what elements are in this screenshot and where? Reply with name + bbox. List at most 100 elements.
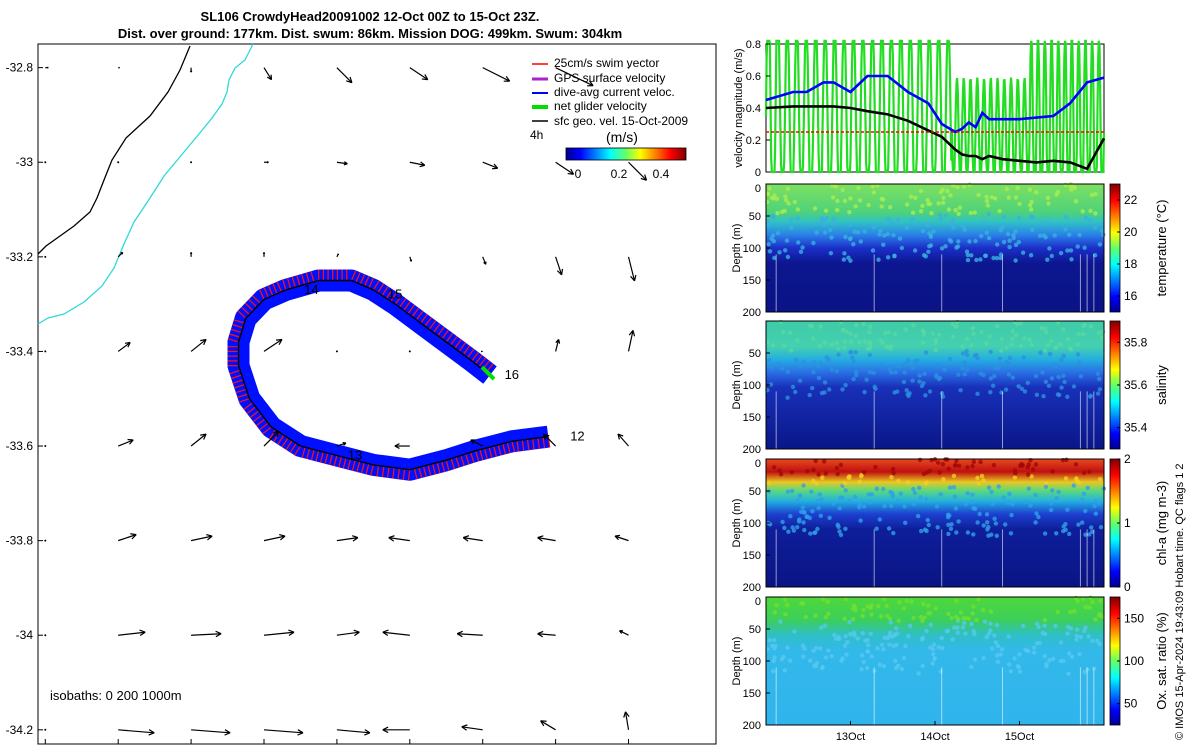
- section-speckle: [939, 246, 945, 251]
- section-speckle: [871, 225, 877, 230]
- section-speckle: [1022, 389, 1028, 394]
- section-speckle: [1018, 321, 1023, 326]
- section-speckle: [878, 228, 883, 234]
- section-speckle: [965, 491, 970, 496]
- section-speckle: [874, 486, 880, 491]
- swim-vector: [259, 422, 269, 431]
- section-speckle: [998, 255, 1003, 261]
- section-speckle: [955, 630, 960, 635]
- section-speckle: [902, 361, 908, 367]
- section-speckle: [877, 662, 882, 667]
- section-speckle: [904, 598, 909, 603]
- depth-tick-label: 200: [743, 582, 761, 594]
- section-speckle: [1007, 491, 1012, 496]
- section-speckle: [842, 616, 847, 621]
- section-speckle: [1042, 326, 1048, 331]
- depth-tick-label: 0: [755, 458, 761, 470]
- section-speckle: [1042, 623, 1047, 628]
- section-speckle: [890, 634, 895, 639]
- section-speckle: [987, 334, 992, 339]
- section-speckle: [848, 349, 853, 355]
- section-speckle: [1098, 525, 1104, 530]
- swim-vector: [516, 440, 520, 452]
- section-speckle: [765, 223, 771, 228]
- geo-vector: [617, 433, 629, 447]
- section-speckle: [938, 216, 944, 222]
- chla-field: [766, 459, 1104, 587]
- geo-vector: [463, 537, 483, 542]
- section-speckle: [1058, 250, 1064, 256]
- day-marker-label: 12: [570, 429, 584, 444]
- section-speckle: [851, 376, 856, 382]
- swim-vector: [511, 441, 516, 453]
- map-xtick-label: 152.8: [176, 748, 206, 750]
- colorbar-tick-label: 100: [1124, 654, 1144, 668]
- section-speckle: [896, 618, 901, 623]
- section-speckle: [865, 665, 870, 671]
- section-speckle: [926, 603, 931, 608]
- section-speckle: [975, 520, 980, 525]
- section-speckle: [985, 520, 990, 525]
- swim-vector: [243, 402, 253, 410]
- section-speckle: [1027, 337, 1032, 342]
- section-speckle: [771, 669, 776, 674]
- section-speckle: [819, 625, 824, 630]
- section-speckle: [885, 255, 891, 260]
- section-speckle: [816, 472, 821, 477]
- section-speckle: [845, 640, 850, 645]
- swim-vector: [319, 451, 324, 463]
- geo-vector: [624, 711, 630, 730]
- section-speckle: [795, 498, 800, 503]
- section-speckle: [828, 251, 834, 256]
- section-speckle: [881, 242, 886, 247]
- section-speckle: [1042, 631, 1048, 637]
- section-speckle: [1012, 468, 1018, 473]
- track-line: [237, 279, 549, 471]
- swim-vector: [532, 438, 535, 450]
- swim-vector: [460, 455, 465, 467]
- section-speckle: [876, 604, 881, 609]
- swim-vector: [268, 429, 276, 440]
- section-speckle: [975, 391, 980, 396]
- velocity-ytick-label: 0.6: [746, 71, 761, 83]
- section-speckle: [988, 349, 993, 355]
- section-speckle: [1049, 501, 1054, 506]
- geo-vector: [555, 67, 594, 87]
- map-ytick-label: -33.8: [6, 534, 34, 548]
- section-speckle: [861, 470, 867, 475]
- velocity-panel: 0 0.2 0.4 0.6 0.8 velocity magnitude (m/s): [733, 39, 1106, 179]
- section-speckle: [862, 389, 867, 395]
- section-speckle: [930, 661, 935, 666]
- section-speckle: [925, 197, 930, 203]
- section-speckle: [1067, 531, 1072, 537]
- geo-vector-head: [200, 338, 207, 346]
- swim-vector: [262, 426, 272, 435]
- section-speckle: [1033, 373, 1039, 379]
- geo-vector-head: [617, 433, 624, 440]
- geo-vector: [117, 341, 131, 352]
- swim-vector: [351, 460, 356, 472]
- section-speckle: [1092, 503, 1097, 509]
- section-speckle: [1028, 253, 1034, 258]
- geo-vector-head: [461, 724, 468, 731]
- section-speckle: [771, 215, 776, 220]
- section-speckle: [951, 225, 956, 230]
- section-speckle: [772, 610, 777, 615]
- section-speckle: [979, 473, 985, 479]
- swim-vector: [255, 418, 266, 427]
- geo-vector: [336, 631, 360, 636]
- section-speckle: [788, 330, 793, 335]
- section-speckle: [875, 646, 880, 651]
- section-speckle: [975, 356, 980, 361]
- geo-vector-head: [630, 274, 637, 282]
- geo-vector: [336, 67, 353, 84]
- depth-tick-label: 150: [743, 275, 761, 287]
- geo-vector-dot: [190, 161, 193, 164]
- geo-vector: [263, 631, 295, 636]
- age-label: 4h: [530, 128, 543, 142]
- section-speckle: [772, 637, 777, 643]
- section-speckle: [1069, 257, 1074, 262]
- section-speckle: [1095, 371, 1101, 376]
- section-speckle: [799, 601, 804, 606]
- section-speckle: [975, 475, 980, 481]
